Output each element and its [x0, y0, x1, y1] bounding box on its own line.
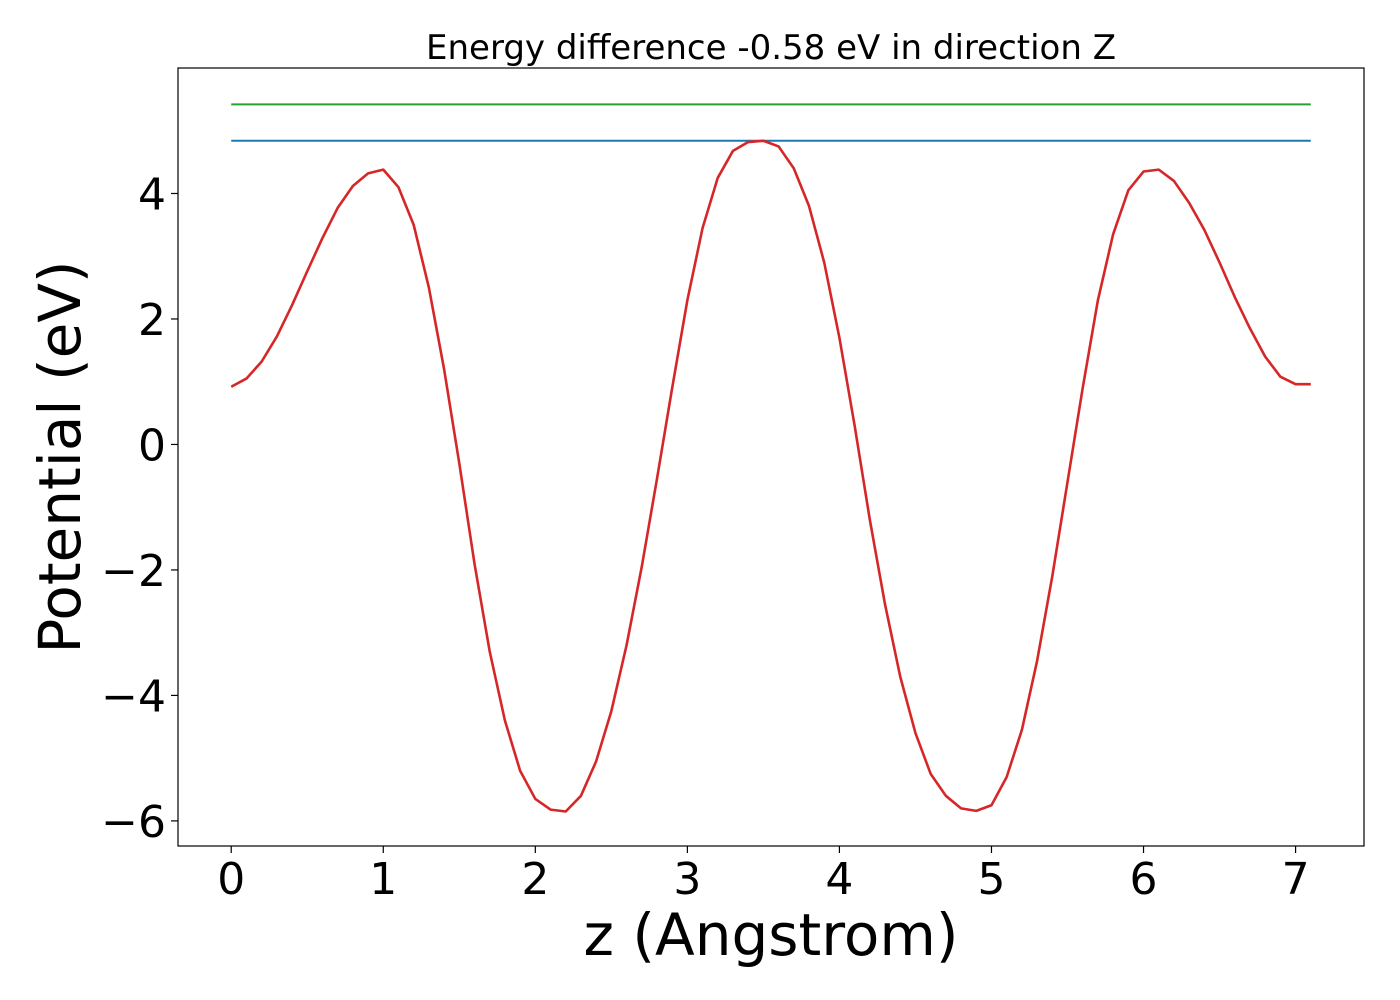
x-tick-label: 2: [521, 854, 549, 905]
y-tick-label: −6: [101, 797, 166, 848]
x-tick-label: 1: [369, 854, 397, 905]
x-axis-label: z (Angstrom): [584, 901, 959, 969]
y-axis-label: Potential (eV): [26, 260, 94, 653]
x-tick-label: 0: [217, 854, 245, 905]
plot-area: [177, 67, 1365, 847]
x-tick-label: 3: [673, 854, 701, 905]
y-axis-ticks: −6 −4 −2 0 2 4: [101, 169, 178, 848]
chart-title: Energy difference -0.58 eV in direction …: [426, 28, 1116, 68]
y-tick-label: 2: [138, 295, 166, 346]
series-layer: [230, 103, 1311, 813]
series-line-3: [230, 139, 1311, 813]
y-tick-label: −4: [101, 671, 166, 722]
y-tick-label: 4: [138, 169, 166, 220]
y-tick-label: 0: [138, 420, 166, 471]
x-axis-ticks: 0 1 2 3 4 5 6 7: [217, 846, 1310, 905]
x-tick-label: 6: [1130, 854, 1158, 905]
x-tick-label: 4: [825, 854, 853, 905]
x-tick-label: 7: [1282, 854, 1310, 905]
x-tick-label: 5: [977, 854, 1005, 905]
y-tick-label: −2: [101, 546, 166, 597]
plot-frame: [177, 67, 1365, 847]
